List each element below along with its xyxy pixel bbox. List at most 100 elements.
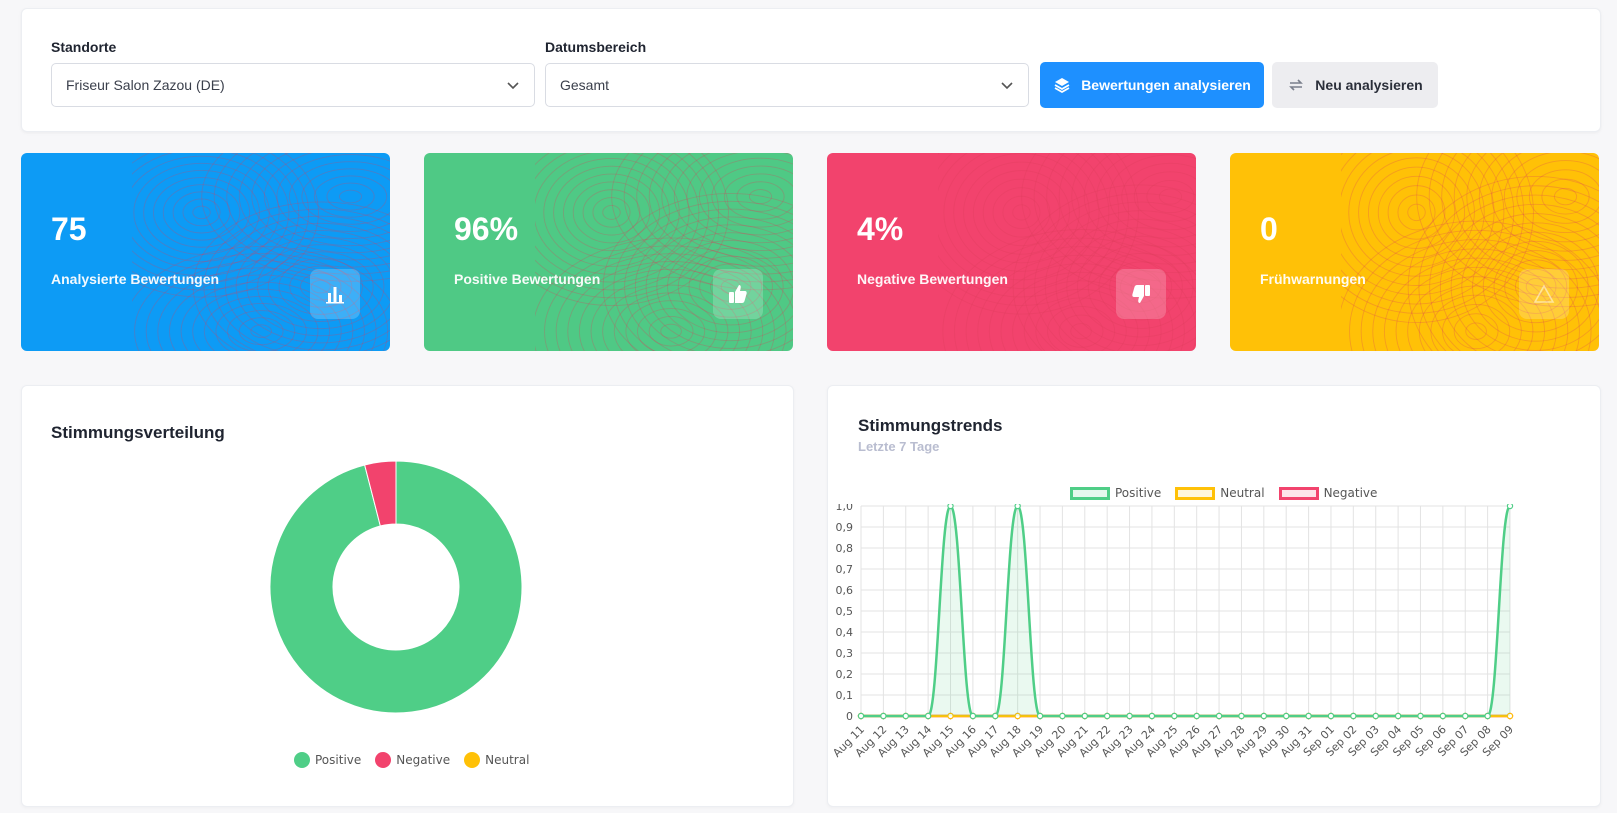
topo-line: [736, 181, 785, 212]
topo-line: [215, 303, 307, 351]
analyze-reviews-button[interactable]: Bewertungen analysieren: [1040, 62, 1264, 108]
topo-line: [1541, 178, 1590, 215]
data-point-positive[interactable]: [1215, 712, 1223, 720]
data-point-positive[interactable]: [1260, 712, 1268, 720]
location-select[interactable]: Friseur Salon Zazou (DE): [51, 63, 535, 107]
topo-line: [1367, 166, 1465, 259]
data-point-positive[interactable]: [1484, 712, 1491, 720]
data-point-positive[interactable]: [1171, 712, 1178, 720]
data-point-positive[interactable]: [924, 712, 932, 720]
topo-line: [534, 237, 793, 351]
y-tick-label: 0,6: [836, 584, 854, 597]
topo-line: [1011, 280, 1150, 351]
topography-pattern: [534, 153, 793, 351]
data-point-positive[interactable]: [1081, 712, 1088, 720]
legend-item-negative[interactable]: Negative: [1278, 486, 1377, 500]
location-label: Standorte: [51, 39, 117, 55]
data-point-positive[interactable]: [1014, 504, 1021, 510]
data-point-positive[interactable]: [1439, 712, 1447, 720]
doughnut-slice-negative[interactable]: [364, 460, 397, 527]
topo-line: [1340, 220, 1599, 311]
reanalyze-button[interactable]: Neu analysieren: [1272, 62, 1438, 108]
data-point-positive[interactable]: [1126, 712, 1133, 720]
topo-line: [1493, 250, 1578, 324]
data-point-positive[interactable]: [1327, 712, 1335, 720]
data-point-positive[interactable]: [1462, 712, 1469, 720]
location-value: Friseur Salon Zazou (DE): [66, 77, 225, 93]
topo-line: [1503, 153, 1599, 243]
sentiment-distribution-panel: Stimmungsverteilung Positive Negative Ne…: [21, 385, 794, 807]
data-point-positive[interactable]: [1238, 712, 1245, 720]
series-area-positive: [861, 506, 1510, 716]
data-point-positive[interactable]: [1506, 504, 1514, 510]
topo-line: [1058, 314, 1104, 348]
data-point-positive[interactable]: [1036, 712, 1044, 720]
topo-line: [534, 153, 729, 307]
topo-line: [1083, 153, 1196, 256]
data-point-positive[interactable]: [1148, 712, 1156, 720]
legend-item-neutral[interactable]: Neutral: [464, 752, 529, 768]
topo-line: [1108, 261, 1172, 312]
topo-line: [133, 253, 388, 351]
topo-line: [982, 178, 1060, 247]
topo-line: [1471, 231, 1599, 342]
doughnut-slice-positive[interactable]: [269, 460, 523, 714]
topo-line: [688, 255, 773, 318]
topo-line: [213, 215, 390, 351]
data-point-positive[interactable]: [902, 712, 909, 720]
stat-label: Positive Bewertungen: [454, 271, 601, 287]
legend-item-neutral[interactable]: Neutral: [1175, 486, 1265, 500]
topo-line: [1076, 235, 1196, 338]
y-tick-label: 0,3: [836, 647, 854, 660]
thumbs-up-icon: [729, 285, 747, 303]
date-range-select[interactable]: Gesamt: [545, 63, 1029, 107]
data-point-positive[interactable]: [1417, 712, 1424, 720]
topo-line: [1372, 248, 1580, 351]
legend-item-positive[interactable]: Positive: [1070, 486, 1161, 500]
topo-line: [534, 153, 700, 283]
data-point-positive[interactable]: [1193, 712, 1200, 720]
data-point-positive[interactable]: [1350, 712, 1357, 720]
topo-line: [1002, 195, 1041, 230]
topo-line: [1158, 188, 1182, 205]
topo-line: [288, 161, 390, 232]
data-point-neutral[interactable]: [1506, 712, 1514, 720]
data-point-positive[interactable]: [969, 712, 977, 720]
legend-item-positive[interactable]: Positive: [294, 752, 361, 768]
topo-line: [267, 251, 374, 322]
legend-item-negative[interactable]: Negative: [375, 752, 450, 768]
doughnut-legend: Positive Negative Neutral: [294, 752, 543, 768]
data-point-positive[interactable]: [992, 712, 999, 720]
layers-icon: [1054, 78, 1070, 94]
data-point-positive[interactable]: [880, 712, 887, 720]
topo-line: [698, 157, 793, 236]
topo-line: [1096, 153, 1196, 248]
stat-card-positive: 96% Positive Bewertungen: [424, 153, 793, 351]
topo-line: [592, 197, 631, 228]
topo-line: [972, 170, 1070, 255]
topo-line: [152, 177, 250, 248]
bar-chart-icon: [326, 287, 344, 304]
data-point-positive[interactable]: [1103, 712, 1111, 720]
data-point-positive[interactable]: [1372, 712, 1379, 720]
topography-pattern: [1340, 153, 1599, 351]
topo-line: [1035, 297, 1127, 351]
topo-line: [686, 153, 793, 244]
data-point-positive[interactable]: [1059, 712, 1066, 720]
topo-line: [977, 254, 1185, 351]
topo-line: [1011, 204, 1031, 221]
topo-line: [625, 300, 717, 351]
data-point-neutral[interactable]: [1014, 712, 1021, 720]
data-point-neutral[interactable]: [947, 712, 954, 720]
topo-line: [142, 169, 260, 255]
topo-line: [1340, 153, 1495, 286]
topo-line: [224, 222, 390, 351]
data-point-positive[interactable]: [857, 712, 865, 720]
topo-line: [636, 153, 793, 275]
data-point-positive[interactable]: [947, 504, 954, 510]
data-point-positive[interactable]: [1305, 712, 1312, 720]
data-point-positive[interactable]: [1394, 712, 1402, 720]
topo-line: [131, 155, 280, 270]
data-point-positive[interactable]: [1283, 712, 1290, 720]
